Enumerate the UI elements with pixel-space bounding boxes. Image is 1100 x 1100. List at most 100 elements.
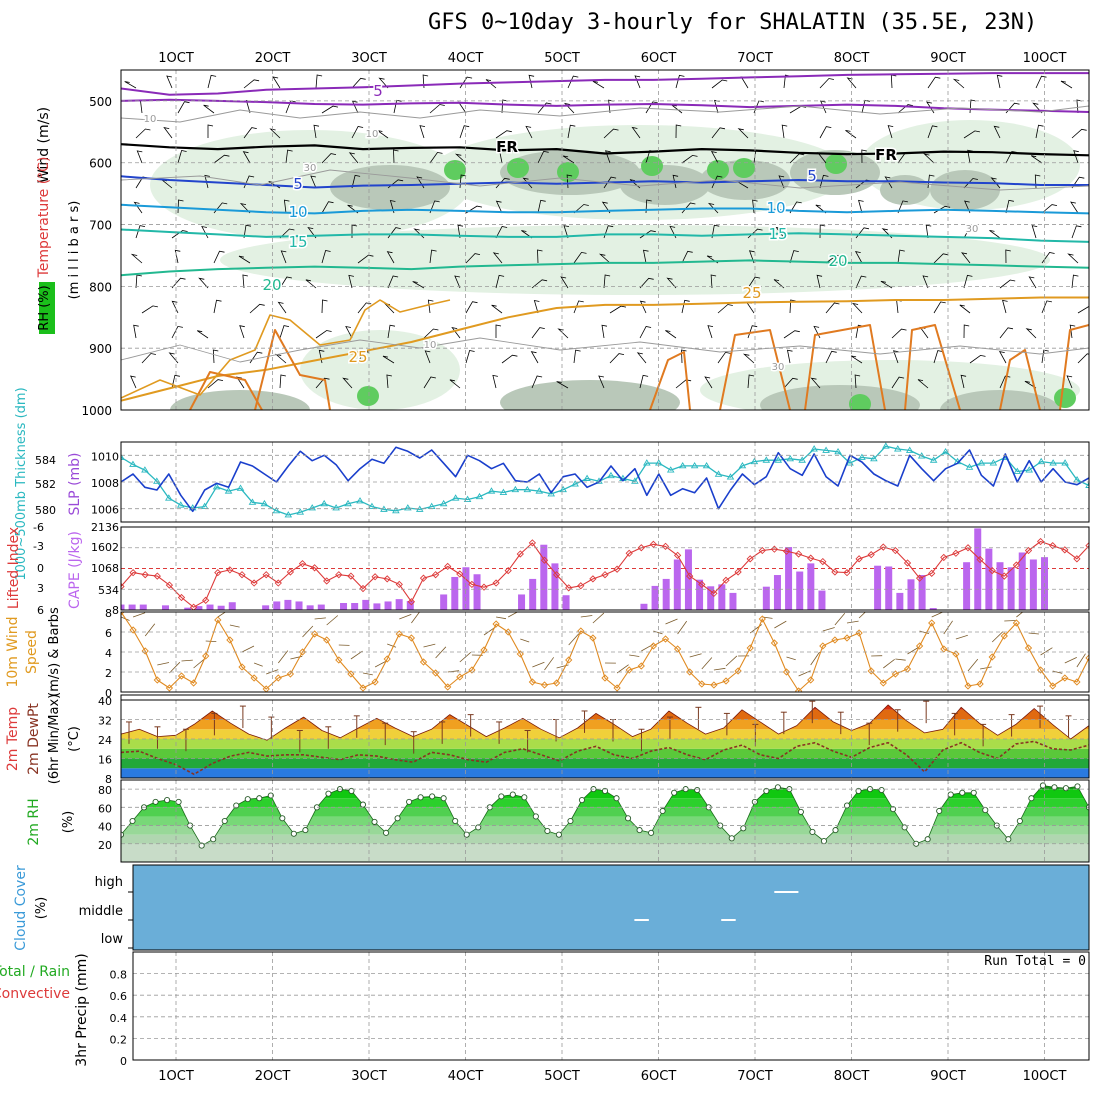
wind-barb [891, 376, 905, 389]
wind-barb [639, 230, 656, 239]
wind-barb [711, 175, 723, 189]
contour-label: 5 [293, 175, 303, 193]
contour-label: 30 [304, 163, 317, 174]
temp-band [121, 758, 1089, 769]
wind-barb-10m [556, 664, 569, 669]
lifted-index-point [153, 572, 161, 580]
lifted-index-point [177, 672, 186, 680]
thickness-tick-label: 580 [35, 504, 56, 517]
lifted-index-point [1073, 555, 1081, 563]
wind-barb [717, 351, 731, 364]
rh-shade-high [849, 394, 871, 410]
dewpt-axis-label: 2m DewPt [26, 703, 42, 775]
lifted-index-point [262, 571, 270, 579]
wind-axis-label: (m/s) & Barbs [47, 607, 62, 697]
cape-bar [796, 571, 804, 610]
thickness-point [1049, 459, 1057, 466]
wind-barb [781, 124, 788, 139]
wind-barb [927, 76, 941, 89]
cape-bar [262, 605, 270, 610]
wind-barb [819, 174, 829, 189]
cape-bar [929, 608, 937, 610]
lifted-index-point [359, 684, 367, 692]
wind-barb-10m [653, 630, 663, 635]
lifted-index-point [165, 581, 174, 589]
wind-barb [345, 325, 353, 339]
thickness-point [248, 498, 257, 505]
lifted-index-point [540, 681, 549, 689]
wind-barb [999, 279, 1016, 289]
thickness-point [690, 461, 699, 469]
data-point [901, 824, 908, 831]
lifted-index-point [274, 674, 282, 682]
lifted-frame [120, 526, 1090, 611]
wind-barb-10m [314, 617, 326, 620]
wind-barb [639, 300, 647, 314]
wind-barb [171, 325, 183, 339]
lifted-index-point [129, 569, 137, 577]
lifted-index-point [407, 598, 416, 606]
lifted-index-point [298, 648, 307, 656]
thickness-point [296, 508, 305, 515]
wind-barb [993, 125, 1001, 139]
wind-barb [892, 350, 899, 364]
lifted-index-point [468, 580, 476, 589]
cape-bar [729, 592, 737, 610]
rh-tick-label: 40 [98, 821, 112, 834]
wind-barb [999, 327, 1014, 339]
wind-barb-10m [399, 614, 412, 620]
wind-barb [177, 101, 190, 114]
upper-air-plot [121, 70, 1089, 410]
lifted-index-point [444, 683, 452, 691]
thickness-point [607, 471, 615, 479]
thickness-point [344, 499, 352, 507]
wind-barb [922, 275, 929, 289]
wind-barb [212, 349, 219, 364]
wind-barb [563, 102, 575, 114]
wind-barb [855, 275, 867, 289]
thickness-point [822, 446, 830, 453]
wind-barb-10m [786, 656, 796, 661]
wind-barb [135, 225, 146, 239]
wind-barb [130, 375, 137, 389]
wind-barb [961, 252, 971, 264]
lifted-index-point [480, 646, 488, 654]
wind-barb [601, 324, 608, 339]
wind-barb [969, 354, 986, 364]
lifted-index-point [964, 682, 972, 690]
lifted-index-point [879, 679, 887, 687]
lifted-index-point [770, 639, 779, 647]
thickness-point [714, 470, 723, 477]
rh-shade-mid [760, 385, 920, 410]
wind-barb-10m [144, 623, 156, 637]
contour-label: 5 [807, 167, 817, 185]
data-point [636, 827, 643, 834]
lifted-index-point [565, 584, 573, 592]
wind-barb [457, 224, 464, 239]
cape-bar [807, 563, 815, 610]
wind-barb [711, 79, 728, 89]
legend-wind: Wind (m/s) [36, 107, 52, 183]
wind-barb [825, 254, 842, 264]
lifted-index-point [226, 636, 234, 644]
lifted-index-point [298, 560, 307, 568]
lifted-index-point [202, 596, 210, 604]
wind-barb [279, 228, 295, 239]
wind-barb [825, 350, 837, 364]
thickness-point [153, 477, 161, 484]
contour-label: FR [496, 138, 518, 156]
wind-barb [573, 251, 587, 264]
lifted-index-point [250, 674, 258, 682]
precip-tick-label: 0.6 [110, 990, 128, 1003]
wind-barb [198, 277, 209, 289]
precip-tick-label: 0.2 [110, 1033, 128, 1046]
wind-barb [525, 125, 533, 139]
wind-barb [681, 349, 687, 364]
wind-barb-10m [846, 620, 859, 624]
thickness-point [870, 454, 878, 462]
cape-bar [1029, 559, 1037, 610]
wind-barb [1002, 299, 1008, 314]
wind-barb [601, 201, 611, 214]
isotherm-30 [804, 324, 886, 410]
contour-label: 10 [366, 129, 379, 140]
